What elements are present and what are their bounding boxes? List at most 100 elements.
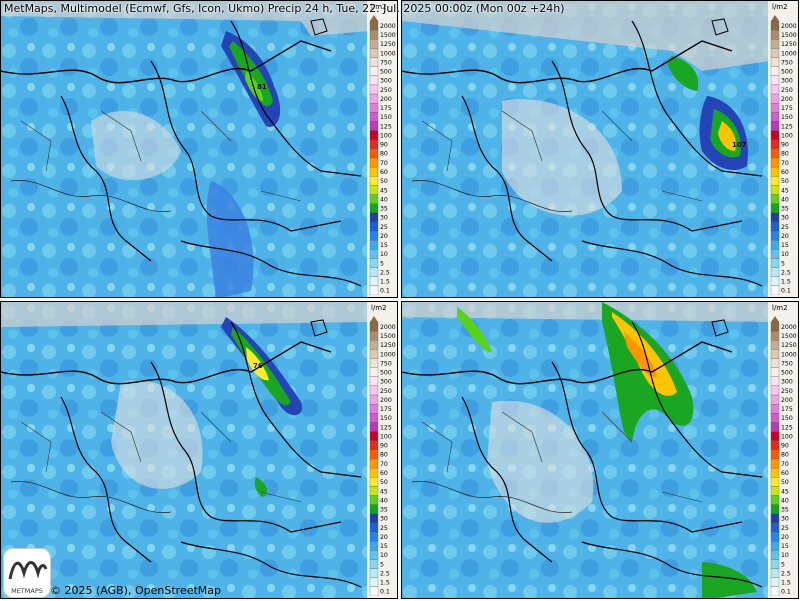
scale-label: 1250 (380, 41, 396, 48)
map-title: MetMaps, Multimodel (Ecmwf, Gfs, Icon, U… (4, 2, 565, 15)
scale-label: 10 (781, 251, 789, 258)
scale-label: 1500 (380, 333, 396, 340)
scale-label: 200 (380, 397, 392, 404)
scale-swatch (770, 230, 780, 241)
scale-swatch (770, 330, 780, 341)
scale-label: 60 (781, 169, 789, 176)
scale-swatch (770, 212, 780, 223)
scale-label: 500 (380, 69, 392, 76)
scale-swatch (369, 513, 379, 524)
scale-swatch (369, 340, 379, 350)
color-scale: 2000 1500 1250 1000 750 500 300 250 200 175 150 125… (770, 316, 797, 596)
scale-label: 200 (380, 96, 392, 103)
scale-swatch (770, 157, 780, 168)
scale-label: 40 (781, 497, 789, 504)
scale-swatch (770, 440, 780, 451)
scale-label: 15 (781, 543, 789, 550)
scale-label: 25 (781, 525, 789, 532)
scale-label: 20 (380, 534, 388, 541)
scale-swatch (369, 431, 379, 441)
scale-label: 80 (781, 452, 789, 459)
scale-label: 750 (380, 59, 392, 66)
scale-swatch (770, 349, 780, 359)
scale-swatch (369, 586, 379, 596)
peak-label: 107 (732, 141, 747, 149)
scale-label: 1500 (781, 32, 797, 39)
scale-swatch (770, 367, 780, 377)
scale-swatch (770, 340, 780, 350)
scale-label: 10 (380, 251, 388, 258)
scale-label: 125 (781, 424, 793, 431)
scale-label: 50 (380, 178, 388, 185)
scale-swatch (369, 230, 379, 241)
color-scale: 2000 1500 1250 1000 750 500 300 250 200 175 150 125… (770, 15, 797, 295)
scale-swatch (770, 404, 780, 414)
scale-swatch (770, 112, 780, 122)
scale-swatch (369, 495, 379, 505)
scale-label: 1.5 (781, 279, 791, 286)
scale-swatch (770, 513, 780, 524)
scale-label: 250 (380, 388, 392, 395)
legend-unit: l/m2 (772, 3, 788, 11)
peak-label: 81 (257, 83, 267, 91)
scale-label: 20 (781, 233, 789, 240)
scale-label: 80 (380, 452, 388, 459)
scale-swatch (770, 394, 780, 405)
scale-swatch (369, 93, 379, 104)
scale-label: 70 (781, 160, 789, 167)
scale-label: 50 (781, 479, 789, 486)
scale-label: 1250 (781, 342, 797, 349)
scale-label: 90 (781, 142, 789, 149)
scale-label: 35 (380, 507, 388, 514)
scale-swatch (770, 57, 780, 67)
precip-map-bottom-right (402, 302, 770, 598)
scale-swatch (369, 367, 379, 377)
scale-label: 100 (380, 433, 392, 440)
scale-swatch (770, 166, 780, 177)
scale-swatch (369, 84, 379, 95)
scale-swatch (770, 413, 780, 423)
scale-swatch (369, 121, 379, 131)
scale-label: 25 (380, 224, 388, 231)
scale-swatch (369, 240, 379, 250)
scale-label: 250 (781, 87, 793, 94)
scale-label: 45 (781, 187, 789, 194)
scale-label: 25 (380, 525, 388, 532)
scale-label: 40 (781, 196, 789, 203)
precip-map-bottom-left: 76 (1, 302, 369, 598)
scale-label: 2.5 (380, 570, 390, 577)
scale-swatch (770, 39, 780, 49)
scale-swatch (770, 148, 780, 159)
scale-swatch (770, 194, 780, 204)
map-panel-top-left: 81 l/m2 2000 1500 1250 1000 750 500 300 250 200 1… (0, 0, 398, 298)
scale-swatch (770, 458, 780, 469)
scale-label: 80 (380, 151, 388, 158)
legend-unit: l/m2 (772, 304, 788, 312)
scale-swatch (770, 568, 780, 578)
scale-swatch (770, 185, 780, 195)
scale-swatch (369, 404, 379, 414)
color-scale: 2000 1500 1250 1000 750 500 300 250 200 175 150 125… (369, 15, 396, 295)
precip-map-top-right: 107 (402, 1, 770, 297)
scale-swatch (369, 185, 379, 195)
scale-swatch (369, 394, 379, 405)
scale-swatch (369, 349, 379, 359)
scale-label: 30 (781, 215, 789, 222)
scale-swatch (369, 203, 379, 213)
scale-swatch (770, 449, 780, 460)
scale-arrow (370, 316, 378, 322)
scale-label: 2.5 (380, 269, 390, 276)
scale-label: 35 (781, 206, 789, 213)
scale-swatch (369, 577, 379, 588)
scale-swatch (369, 66, 379, 76)
scale-label: 750 (380, 360, 392, 367)
scale-swatch (770, 66, 780, 76)
scale-swatch (369, 541, 379, 551)
scale-label: 20 (380, 233, 388, 240)
scale-label: 0.1 (380, 288, 390, 295)
scale-label: 250 (781, 388, 793, 395)
scale-label: 60 (380, 470, 388, 477)
scale-label: 1000 (781, 351, 797, 358)
scale-label: 25 (781, 224, 789, 231)
scale-swatch (770, 495, 780, 505)
